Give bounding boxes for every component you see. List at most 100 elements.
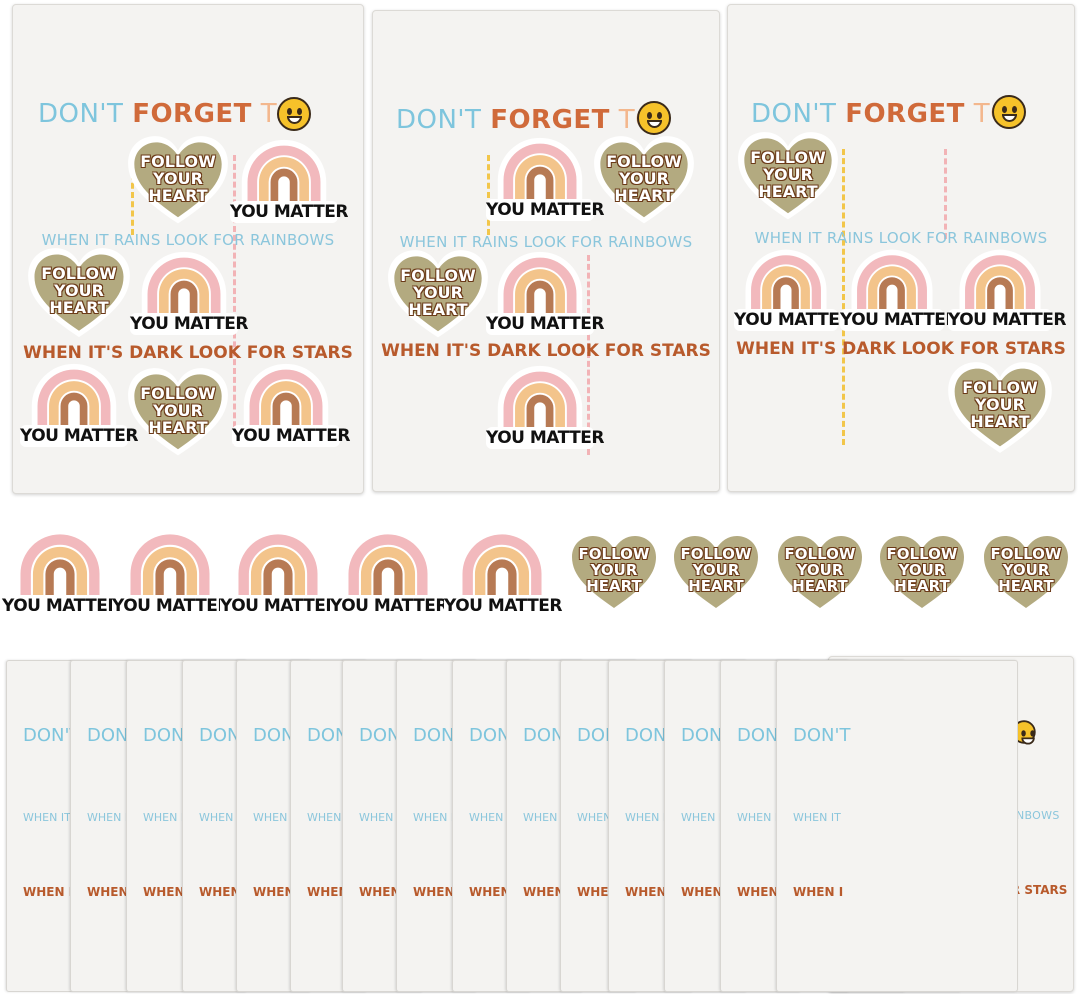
line-dark-fragment: WHEN I [681,885,732,899]
follow-your-heart-text: FOLLOW YOUR HEART [784,545,856,595]
line-dark-fragment: WHEN I [793,885,844,899]
heart-icon [666,528,766,616]
follow-your-heart-text: FOLLOW YOUR HEART [578,545,650,595]
heart-sticker: FOLLOW YOUR HEART [872,528,972,616]
heart-icon [126,366,230,458]
follow-your-heart-text: FOLLOW YOUR HEART [606,151,682,205]
line-dark-fragment: WHEN I [143,885,194,899]
heart-sticker: FOLLOW YOUR HEART [976,528,1076,616]
you-matter-label: YOU MATTER [734,308,852,331]
heart-icon [770,528,870,616]
heart-icon [736,130,840,222]
line-rain-fragment: WHEN IT [681,811,729,824]
smiley-icon [637,101,671,135]
line-rain-fragment: WHEN IT [87,811,135,824]
rainbow-icon [954,246,1046,313]
line-rain-fragment: WHEN IT [523,811,571,824]
smiley-icon [992,95,1026,129]
rainbow-sticker: YOU MATTER [948,246,1066,331]
line-rain-fragment: WHEN IT [793,811,841,824]
you-matter-label: YOU MATTER [444,594,562,617]
line-rain-fragment: WHEN IT [625,811,673,824]
rainbow-icon [238,360,334,430]
line-dark-fragment: WHEN I [625,885,676,899]
card-title: DON'T FORGET TO [395,105,656,135]
rainbow-icon [136,248,232,318]
rainbow-sticker: YOU MATTER [444,524,562,617]
line-dark-fragment: WHEN I [737,885,788,899]
rainbow-sticker: YOU MATTER [840,246,958,331]
follow-your-heart-text: FOLLOW YOUR HEART [680,545,752,595]
heart-sticker: FOLLOW YOUR HEART [592,134,696,226]
line-rain-fragment: WHEN IT [23,811,71,824]
heart-icon [26,246,132,339]
heart-icon [126,134,230,226]
you-matter-label: YOU MATTER [486,313,604,336]
heart-icon [872,528,972,616]
stacked-card: DON'T WHEN IT WHEN I [776,660,1018,992]
rainbow-icon [226,524,330,599]
rainbow-sticker: YOU MATTER [486,362,604,450]
dash-line-yellow [487,155,490,235]
dash-line-yellow [131,155,134,235]
heart-sticker: FOLLOW YOUR HEART [126,134,230,226]
you-matter-label: YOU MATTER [230,201,348,224]
card-title-fragment: DON'T [23,725,81,746]
rainbow-sticker: YOU MATTER [330,524,448,617]
line-dark-fragment: WHEN I [23,885,74,899]
dash-line-pink [944,149,947,239]
dash-line-pink [587,255,590,455]
you-matter-label: YOU MATTER [486,427,604,450]
dash-line-pink [233,155,236,445]
follow-your-heart-text: FOLLOW YOUR HEART [962,378,1038,432]
line-dark: WHEN IT'S DARK LOOK FOR STARS [23,343,353,363]
line-dark: WHEN IT'S DARK LOOK FOR STARS [736,339,1066,359]
rainbow-icon [8,524,112,599]
you-matter-label: YOU MATTER [220,594,338,617]
rainbow-sticker: YOU MATTER [2,524,120,617]
rainbow-icon [450,524,554,599]
line-dark-fragment: WHEN I [413,885,464,899]
rainbow-icon [492,248,588,318]
you-matter-label: YOU MATTER [840,308,958,331]
rainbow-icon [236,136,332,206]
rainbow-sticker: YOU MATTER [734,246,852,331]
follow-your-heart-text: FOLLOW YOUR HEART [140,151,216,205]
rainbow-sticker: YOU MATTER [232,360,350,448]
follow-your-heart-text: FOLLOW YOUR HEART [990,545,1062,595]
you-matter-label: YOU MATTER [112,594,230,617]
you-matter-label: YOU MATTER [486,199,604,222]
line-rain-fragment: WHEN IT [737,811,785,824]
card-title-fragment: DON'T [793,725,851,746]
line-rain-fragment: WHEN IT [253,811,301,824]
line-rain-fragment: WHEN IT [199,811,247,824]
rainbow-sticker: YOU MATTER [486,134,604,222]
rainbow-icon [846,246,938,313]
line-dark: WHEN IT'S DARK LOOK FOR STARS [381,341,711,361]
you-matter-label: YOU MATTER [330,594,448,617]
you-matter-label: YOU MATTER [948,308,1066,331]
heart-sticker: FOLLOW YOUR HEART [946,360,1054,455]
heart-sticker: FOLLOW YOUR HEART [126,366,230,458]
line-rain-fragment: WHEN IT [359,811,407,824]
rainbow-sticker: YOU MATTER [130,248,248,336]
follow-your-heart-text: FOLLOW YOUR HEART [886,545,958,595]
rainbow-icon [492,134,588,204]
heart-icon [386,248,490,340]
rainbow-sticker: YOU MATTER [20,360,138,448]
dash-line-yellow [842,149,845,445]
heart-icon [946,360,1054,455]
line-rain-fragment: WHEN IT [143,811,191,824]
heart-sticker: FOLLOW YOUR HEART [666,528,766,616]
heart-icon [976,528,1076,616]
heart-icon [592,134,696,226]
heart-sticker: FOLLOW YOUR HEART [386,248,490,340]
follow-your-heart-text: FOLLOW YOUR HEART [400,265,476,319]
line-dark-fragment: WHEN I [87,885,138,899]
rainbow-icon [26,360,122,430]
follow-your-heart-text: FOLLOW YOUR HEART [140,383,216,437]
heart-sticker: FOLLOW YOUR HEART [564,528,664,616]
line-rain: WHEN IT RAINS LOOK FOR RAINBOWS [41,231,335,249]
heart-sticker: FOLLOW YOUR HEART [770,528,870,616]
rainbow-sticker: YOU MATTER [486,248,604,336]
